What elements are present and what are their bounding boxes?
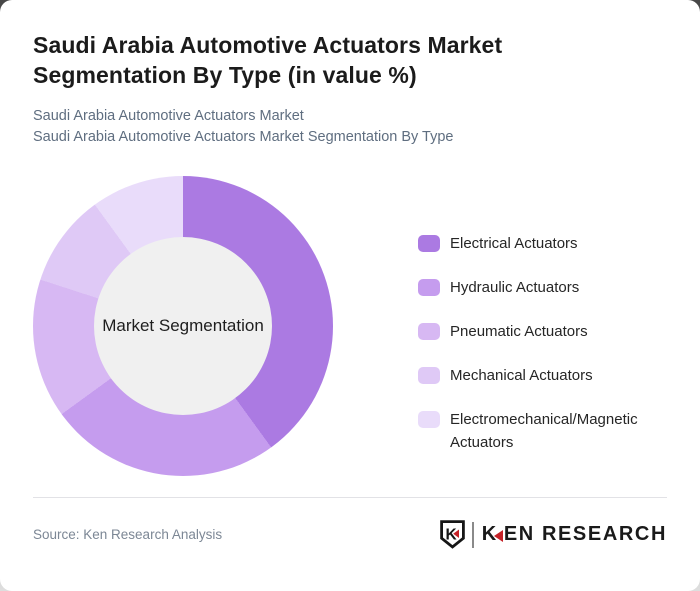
subtitle-line-1: Saudi Arabia Automotive Actuators Market (33, 108, 304, 124)
legend-label: Hydraulic Actuators (450, 279, 580, 296)
subtitle-line-2: Saudi Arabia Automotive Actuators Market… (33, 129, 454, 145)
donut-chart: Market Segmentation (33, 176, 333, 476)
source-text: Source: Ken Research Analysis (33, 527, 223, 542)
legend-item-pneumatic: Pneumatic Actuators (418, 320, 667, 343)
legend-swatch-hydraulic (418, 279, 440, 296)
subtitle-block: Saudi Arabia Automotive Actuators Market… (33, 106, 667, 148)
legend-swatch-pneumatic (418, 323, 440, 340)
legend-swatch-electromechanical (418, 411, 440, 428)
ken-research-shield-icon: K (439, 520, 465, 549)
logo-wordmark: K EN RESEARCH (482, 523, 667, 546)
legend-swatch-mechanical (418, 367, 440, 384)
legend-label: Mechanical Actuators (450, 367, 593, 384)
chart-legend: Electrical Actuators Hydraulic Actuators… (418, 176, 667, 475)
legend-label: Electrical Actuators (450, 235, 578, 252)
svg-text:K: K (445, 527, 457, 544)
ken-research-logo: K K EN RESEARCH (439, 520, 667, 549)
page-title: Saudi Arabia Automotive Actuators Market… (33, 32, 503, 88)
legend-label: Pneumatic Actuators (450, 323, 588, 340)
legend-item-mechanical: Mechanical Actuators (418, 364, 667, 387)
legend-item-hydraulic: Hydraulic Actuators (418, 276, 667, 299)
footer: Source: Ken Research Analysis K K EN RES… (33, 497, 667, 549)
legend-swatch-electrical (418, 235, 440, 252)
logo-red-triangle-icon (493, 529, 503, 542)
legend-item-electrical: Electrical Actuators (418, 232, 667, 255)
chart-section: Market Segmentation Electrical Actuators… (33, 176, 667, 476)
legend-item-electromechanical: Electromechanical/Magnetic Actuators (418, 408, 667, 454)
logo-text-k: K (481, 523, 498, 545)
legend-label: Electromechanical/Magnetic Actuators (450, 411, 638, 451)
donut-center-label: Market Segmentation (102, 316, 264, 335)
logo-text-rest: EN RESEARCH (503, 523, 667, 545)
donut-hole: Market Segmentation (94, 237, 272, 415)
logo-divider (471, 521, 474, 548)
